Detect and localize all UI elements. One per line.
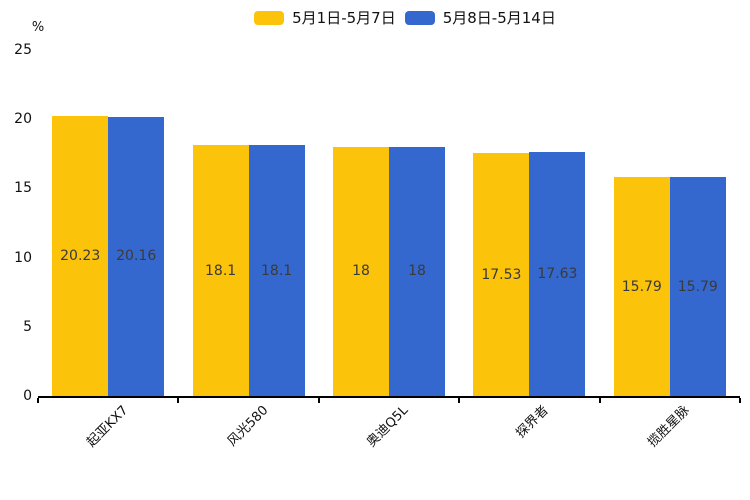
x-axis-tick: [598, 398, 601, 403]
bar-value-label: 20.23: [60, 248, 101, 264]
y-tick-label: 15: [14, 180, 32, 197]
bar-value-label: 18.1: [261, 262, 293, 279]
x-category-label: 探界者: [513, 403, 553, 442]
x-axis-tick: [177, 398, 180, 403]
legend-label-week2: 5月8日-5月14日: [442, 9, 556, 27]
y-tick-label: 5: [23, 318, 32, 335]
legend: 5月1日-5月7日 5月8日-5月14日: [60, 9, 750, 27]
bar-value-label: 15.79: [621, 278, 662, 295]
x-axis-line: [38, 396, 740, 398]
bar-week1: 18.1: [192, 145, 249, 396]
bar-value-label: 15.79: [677, 278, 718, 295]
x-axis-tick: [739, 398, 741, 403]
bar-week2: 18: [389, 146, 445, 396]
x-axis-tick: [458, 398, 461, 403]
legend-swatch-week1: [254, 11, 285, 25]
bar-week2: 17.63: [529, 152, 586, 396]
bar-value-label: 17.53: [481, 266, 522, 283]
bar-week1: 18: [333, 146, 389, 396]
legend-item-week2: 5月8日-5月14日: [404, 9, 556, 27]
x-axis-tick: [37, 398, 39, 403]
legend-label-week1: 5月1日-5月7日: [292, 9, 396, 27]
bar-week2: 15.79: [669, 177, 726, 396]
bar-week2: 18.1: [248, 145, 305, 396]
x-category-label: 揽胜星脉: [645, 403, 693, 451]
bar-value-label: 20.16: [116, 248, 157, 265]
bar-week1: 15.79: [613, 177, 670, 396]
y-tick-label: 0: [23, 388, 32, 404]
y-tick-label: 10: [14, 249, 32, 266]
bar-value-label: 18: [408, 263, 426, 280]
legend-swatch-week2: [404, 11, 435, 25]
bar-value-label: 18.1: [205, 262, 237, 279]
y-axis-unit-label: %: [31, 20, 45, 35]
legend-item-week1: 5月1日-5月7日: [254, 9, 396, 27]
bar-week2: 20.16: [108, 116, 165, 396]
bar-week1: 17.53: [473, 153, 530, 396]
x-axis-tick: [317, 398, 320, 403]
bar-week1: 20.23: [52, 116, 109, 396]
bar-value-label: 18: [352, 263, 370, 280]
x-category-label: 风光580: [224, 403, 272, 450]
y-tick-label: 25: [14, 42, 32, 58]
bar-value-label: 17.63: [537, 265, 578, 282]
x-category-label: 奥迪Q5L: [364, 403, 412, 451]
x-category-label: 起亚KX7: [83, 403, 131, 451]
y-tick-label: 20: [14, 111, 32, 128]
